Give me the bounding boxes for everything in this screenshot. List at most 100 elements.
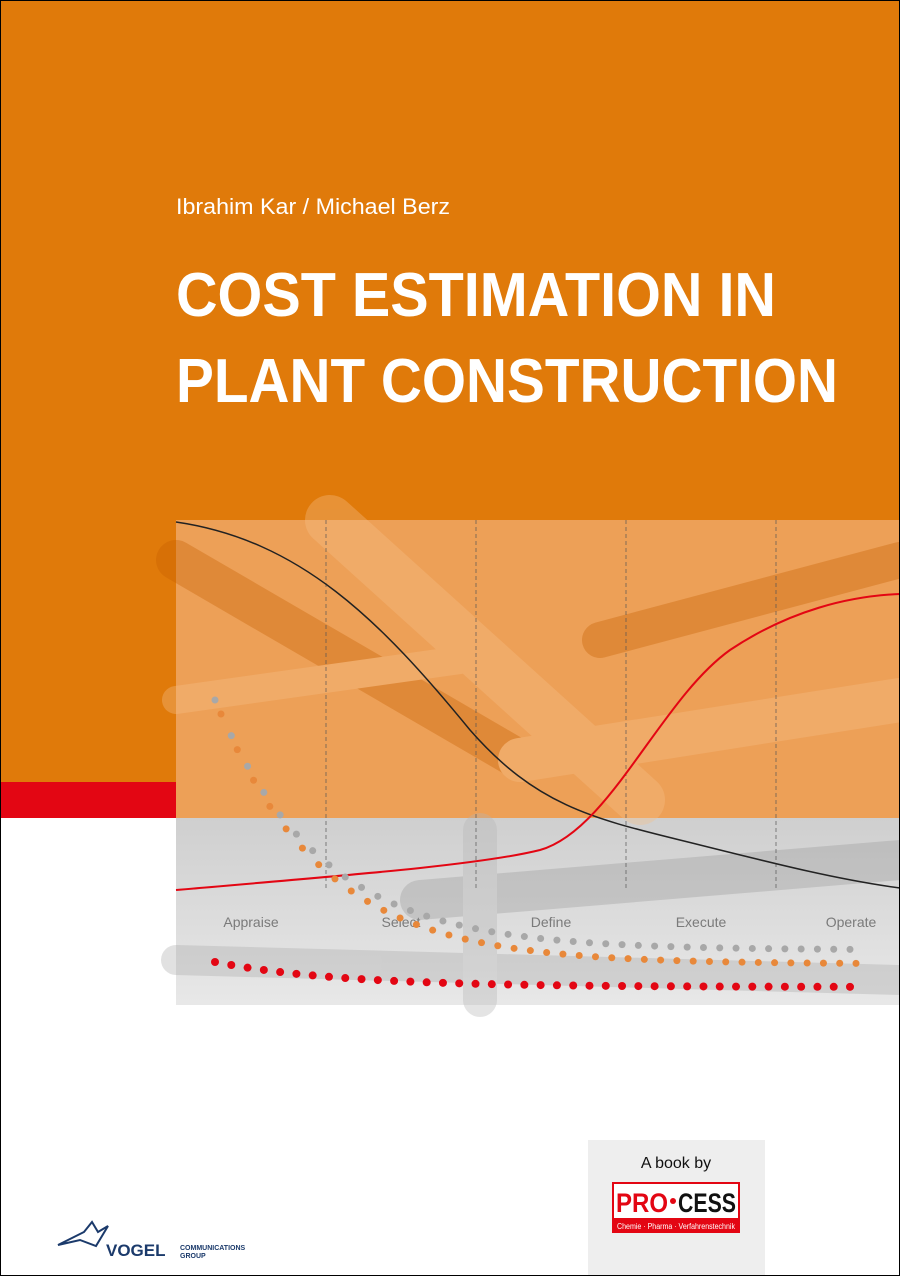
dot bbox=[292, 969, 301, 978]
dot bbox=[478, 939, 486, 947]
dot bbox=[471, 979, 480, 988]
phase-labels: Appraise Select Define Execute Operate bbox=[223, 914, 876, 930]
dot bbox=[341, 873, 349, 881]
logo-dot bbox=[670, 1198, 676, 1204]
dot bbox=[536, 981, 545, 990]
dot bbox=[846, 982, 854, 991]
dot bbox=[601, 981, 610, 990]
dot bbox=[325, 861, 333, 869]
dot bbox=[553, 936, 561, 944]
dot bbox=[266, 802, 274, 810]
dot bbox=[390, 976, 399, 985]
dot bbox=[364, 897, 372, 905]
title-line: COST ESTIMATION IN bbox=[176, 261, 776, 330]
curve-black bbox=[175, 521, 900, 889]
dot bbox=[357, 975, 366, 984]
image-orange bbox=[176, 520, 900, 818]
dot bbox=[298, 844, 306, 852]
dot bbox=[618, 941, 626, 949]
dot bbox=[461, 935, 469, 943]
title-line: PLANT CONSTRUCTION bbox=[176, 347, 838, 416]
dot bbox=[657, 956, 665, 964]
dot bbox=[276, 811, 284, 819]
dot bbox=[640, 955, 648, 963]
dot bbox=[510, 944, 518, 952]
dot bbox=[429, 926, 437, 934]
phase-label: Define bbox=[531, 914, 572, 930]
dot bbox=[569, 938, 577, 946]
dot bbox=[259, 965, 268, 974]
dot bbox=[634, 941, 642, 949]
dot bbox=[488, 928, 496, 936]
dot bbox=[813, 945, 821, 953]
dot bbox=[422, 978, 431, 987]
book-by: A book by bbox=[641, 1155, 711, 1172]
logo-tagline: Chemie · Pharma · Verfahrenstechnik bbox=[617, 1222, 736, 1231]
dot bbox=[787, 959, 795, 967]
dot bbox=[732, 944, 740, 952]
dot bbox=[543, 948, 551, 956]
dot bbox=[315, 861, 323, 869]
dot bbox=[830, 945, 838, 953]
dot-rows bbox=[211, 696, 860, 991]
dot bbox=[537, 934, 545, 942]
dot bbox=[244, 762, 252, 770]
dot bbox=[374, 892, 382, 900]
dot bbox=[250, 776, 258, 784]
dot bbox=[666, 982, 675, 991]
dot bbox=[504, 980, 513, 989]
dot bbox=[227, 961, 236, 970]
dot bbox=[683, 943, 691, 951]
dot bbox=[526, 947, 534, 955]
authors: Ibrahim Kar / Michael Berz bbox=[176, 194, 450, 219]
vogel-bird bbox=[57, 1220, 109, 1248]
dot bbox=[765, 945, 773, 953]
dot bbox=[803, 959, 811, 967]
dot bbox=[233, 746, 241, 754]
dot bbox=[618, 981, 627, 990]
dot bbox=[575, 952, 583, 960]
dot bbox=[552, 981, 561, 990]
dot bbox=[738, 958, 746, 966]
dot bbox=[373, 976, 382, 985]
dot bbox=[715, 982, 724, 991]
dot bbox=[634, 982, 643, 991]
dot bbox=[211, 696, 219, 704]
dot bbox=[211, 958, 219, 966]
dot bbox=[846, 945, 854, 953]
dot bbox=[455, 921, 463, 929]
dot bbox=[591, 953, 599, 961]
orange-band bbox=[0, 0, 900, 520]
dot bbox=[520, 980, 529, 989]
phase-dividers bbox=[325, 520, 777, 890]
pipe-illustration bbox=[156, 495, 900, 1017]
dot bbox=[308, 971, 317, 980]
dot bbox=[722, 958, 730, 966]
dot bbox=[781, 945, 789, 953]
vogel-line1: COMMUNICATIONS bbox=[180, 1245, 246, 1252]
orange-left bbox=[0, 520, 176, 782]
phase-label: Select bbox=[382, 914, 421, 930]
dot bbox=[852, 959, 860, 967]
dot bbox=[780, 982, 789, 991]
dot bbox=[396, 914, 404, 922]
dot bbox=[243, 963, 252, 972]
dot bbox=[331, 875, 339, 883]
dot bbox=[347, 887, 355, 895]
dot bbox=[602, 940, 610, 948]
dot bbox=[390, 900, 398, 908]
dot bbox=[569, 981, 578, 990]
dot bbox=[406, 907, 414, 915]
dot bbox=[445, 931, 453, 939]
dot bbox=[754, 958, 762, 966]
dot bbox=[412, 921, 420, 929]
dot bbox=[438, 978, 447, 987]
dot bbox=[650, 982, 659, 991]
dot bbox=[282, 825, 290, 833]
dot bbox=[585, 939, 593, 947]
dot bbox=[716, 944, 724, 952]
dot bbox=[292, 830, 300, 838]
dot bbox=[651, 942, 659, 950]
dot bbox=[689, 957, 697, 965]
